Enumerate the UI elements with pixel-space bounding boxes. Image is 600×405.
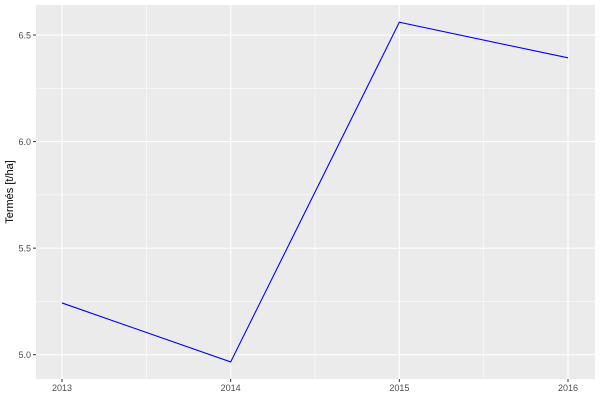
y-axis-label: Termés [t/ha] [4,160,16,224]
x-tick-label: 2013 [52,383,72,393]
y-tick-label: 6.5 [18,31,31,41]
y-tick-label: 6.0 [18,137,31,147]
y-tick-label: 5.5 [18,244,31,254]
y-tick-label: 5.0 [18,350,31,360]
x-tick-label: 2014 [221,383,241,393]
x-tick-label: 2015 [389,383,409,393]
x-tick-label: 2016 [558,383,578,393]
